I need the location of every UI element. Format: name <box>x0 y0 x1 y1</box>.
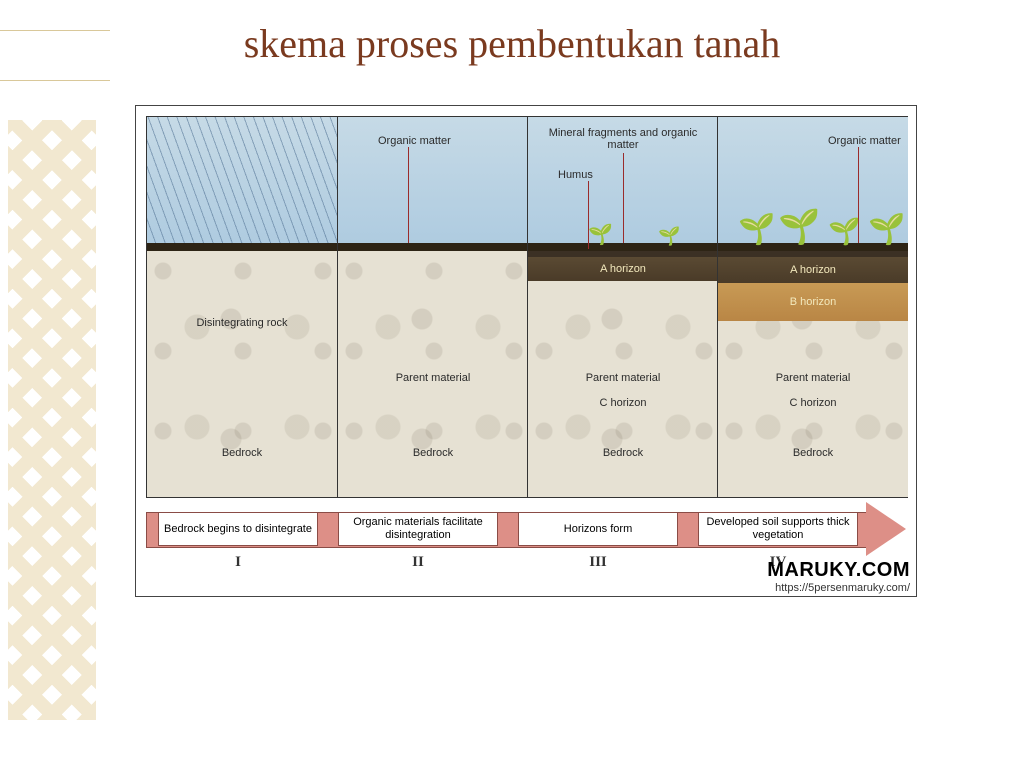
layer-label: Bedrock <box>528 447 718 459</box>
leader-line <box>623 153 624 243</box>
stage-IV: A horizonB horizon🌱🌱🌱🌱Organic matterPare… <box>717 117 908 497</box>
callout-label: Organic matter <box>378 135 451 147</box>
slide-title: skema proses pembentukan tanah <box>0 20 1024 67</box>
plant-icon: 🌱 <box>738 215 775 245</box>
soil-formation-figure: Disintegrating rockBedrockOrganic matter… <box>135 105 917 597</box>
plant-icon: 🌱 <box>868 215 905 245</box>
horizon-label: A horizon <box>528 263 718 275</box>
layer-label: Parent material <box>338 372 528 384</box>
watermark-brand: MARUKY.COM <box>767 559 910 582</box>
leader-line <box>588 181 589 249</box>
leader-line <box>408 147 409 243</box>
layer-label: Bedrock <box>147 447 337 459</box>
callout-label: Humus <box>558 169 593 181</box>
arrow-caption: Horizons form <box>518 512 678 546</box>
plant-icon: 🌱 <box>778 211 820 245</box>
arrow-caption: Organic materials facilitate disintegrat… <box>338 512 498 546</box>
stage-I: Disintegrating rock Bedrock <box>147 117 337 497</box>
horizon-label: A horizon <box>718 264 908 276</box>
layer-label: Parent material <box>718 372 908 384</box>
layer-label: Disintegrating rock <box>147 317 337 329</box>
watermark: MARUKY.COM https://5persenmaruky.com/ <box>767 559 910 594</box>
watermark-url: https://5persenmaruky.com/ <box>767 582 910 594</box>
plant-icon: 🌱 <box>588 225 613 245</box>
leader-line <box>858 147 859 243</box>
layer-label: C horizon <box>718 397 908 409</box>
layer-label: Bedrock <box>338 447 528 459</box>
callout-label: Mineral fragments and organic matter <box>548 127 698 151</box>
callout-label: Organic matter <box>828 135 901 147</box>
layer-label: Bedrock <box>718 447 908 459</box>
slide-decor-strip <box>0 0 110 768</box>
stage-II: Organic matter Parent material Bedrock <box>337 117 528 497</box>
layer-label: Parent material <box>528 372 718 384</box>
stages-container: Disintegrating rockBedrockOrganic matter… <box>146 116 908 498</box>
stage-roman: III <box>513 554 683 571</box>
arrow-caption: Bedrock begins to disintegrate <box>158 512 318 546</box>
layer-label: C horizon <box>528 397 718 409</box>
stage-III: A horizon 🌱 🌱 Mineral fragments and organic… <box>527 117 718 497</box>
plant-icon: 🌱 <box>658 227 680 245</box>
horizon-label: B horizon <box>718 296 908 308</box>
stage-roman: I <box>153 554 323 571</box>
stage-roman: II <box>333 554 503 571</box>
arrow-caption: Developed soil supports thick vegetation <box>698 512 858 546</box>
plant-icon: 🌱 <box>828 219 860 245</box>
